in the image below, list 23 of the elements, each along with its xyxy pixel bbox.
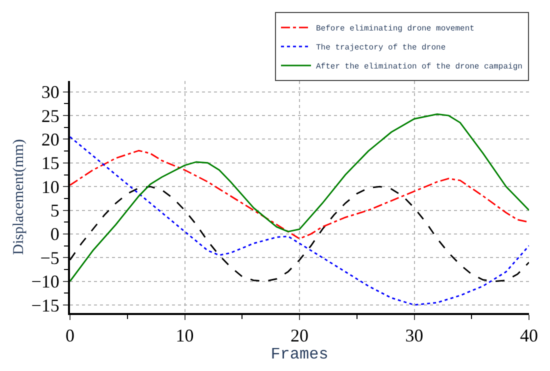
y-tick-label: 5 [50,200,60,221]
line-series [70,136,529,306]
legend-label: Before eliminating drone movement [316,24,474,34]
y-tick-label: −5 [40,248,60,268]
line-series [70,150,529,240]
x-tick-label: 30 [405,326,424,346]
y-axis-title: Displacement(mm) [10,139,27,255]
x-axis-title: Frames [270,346,328,364]
y-tick-label: 30 [41,82,60,102]
x-tick-label: 40 [520,326,538,346]
x-tick-label: 20 [290,326,308,346]
x-tick-label: 10 [176,326,194,346]
y-tick-label: 15 [41,153,60,174]
line-series [70,113,529,282]
y-tick-label: −10 [31,272,60,292]
x-tick-label: 0 [66,326,74,346]
y-tick-label: −15 [31,295,60,316]
y-tick-label: 10 [41,176,60,197]
legend-label: After the elimination of the drone campaign [316,62,523,72]
y-tick-label: 0 [50,224,60,244]
y-tick-label: 20 [41,130,60,150]
legend-label: The trajectory of the drone [316,44,446,53]
y-tick-label: 25 [41,106,60,126]
